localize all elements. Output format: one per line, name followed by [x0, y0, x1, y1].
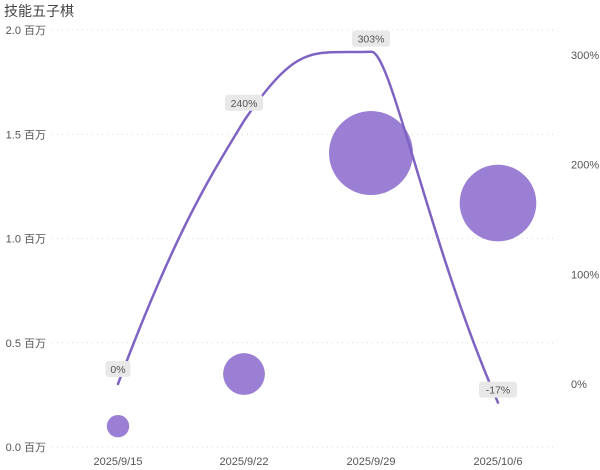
y-left-tick-label: 1.0 百万: [6, 234, 46, 246]
data-label: 0%: [110, 364, 125, 376]
data-label: -17%: [486, 385, 511, 397]
y-left-tick-label: 0.5 百万: [6, 338, 46, 350]
data-label: 303%: [358, 34, 385, 46]
y-right-tick-label: 300%: [571, 50, 599, 62]
x-tick-label: 2025/9/15: [94, 456, 143, 468]
x-tick-label: 2025/10/6: [474, 456, 523, 468]
y-right-tick-label: 0%: [571, 379, 587, 391]
x-tick-label: 2025/9/22: [220, 456, 269, 468]
y-right-tick-label: 100%: [571, 269, 599, 281]
bubble-point: [106, 414, 130, 438]
bubble-point: [329, 111, 413, 196]
y-left-tick-label: 0.0 百万: [6, 442, 46, 454]
data-label: 240%: [231, 98, 258, 110]
bubble-point: [459, 164, 537, 242]
y-right-tick-label: 200%: [571, 160, 599, 172]
data-label-bg: [105, 361, 131, 377]
growth-line: [116, 50, 500, 404]
y-left-tick-label: 2.0 百万: [6, 25, 46, 37]
chart-title: 技能五子棋: [4, 3, 74, 19]
x-tick-label: 2025/9/29: [347, 456, 396, 468]
data-label-bg: [225, 94, 263, 111]
data-label-bg: [352, 30, 390, 47]
bubble-point: [223, 353, 265, 395]
data-label-bg: [479, 381, 517, 398]
y-left-tick-label: 1.5 百万: [6, 129, 46, 141]
